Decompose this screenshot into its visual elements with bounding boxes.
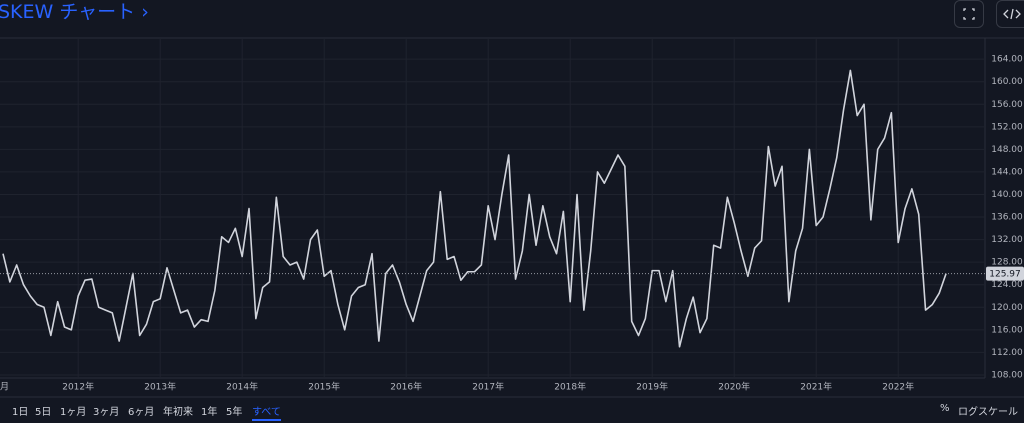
x-tick-label: 2014年 — [226, 381, 258, 393]
y-tick-label: 128.00 — [991, 258, 1023, 268]
x-tick-label: 2015年 — [308, 381, 340, 393]
range-button[interactable]: 1年 — [201, 407, 218, 418]
y-tick-label: 160.00 — [991, 77, 1023, 87]
fullscreen-button[interactable] — [954, 0, 984, 28]
y-tick-label: 164.00 — [991, 55, 1023, 65]
y-tick-label: 156.00 — [991, 100, 1023, 110]
x-tick-label: 2016年 — [390, 381, 422, 393]
x-tick-label: 2017年 — [472, 381, 504, 393]
x-tick-label: 月 — [0, 382, 9, 393]
fullscreen-icon — [963, 8, 975, 20]
x-tick-label: 2022年 — [882, 381, 914, 393]
range-button[interactable]: 1日 — [12, 407, 29, 418]
range-button[interactable]: 1ヶ月 — [60, 407, 87, 418]
range-button[interactable]: 3ヶ月 — [93, 407, 120, 418]
y-tick-label: 140.00 — [991, 190, 1023, 200]
range-button[interactable]: 5年 — [226, 407, 243, 418]
y-tick-label: 124.00 — [991, 280, 1023, 290]
y-tick-label: 148.00 — [991, 145, 1023, 155]
range-button[interactable]: 年初来 — [163, 407, 193, 418]
y-tick-label: 132.00 — [991, 235, 1023, 245]
embed-icon — [1003, 8, 1021, 20]
y-tick-label: 108.00 — [991, 370, 1023, 380]
x-tick-label: 2020年 — [718, 381, 750, 393]
range-button[interactable]: すべて — [252, 403, 281, 421]
y-tick-label: 152.00 — [991, 122, 1023, 132]
y-tick-label: 144.00 — [991, 167, 1023, 177]
x-tick-label: 2012年 — [62, 381, 94, 393]
x-tick-label: 2018年 — [554, 381, 586, 393]
toolbar: 1日 5日 1ヶ月 3ヶ月 6ヶ月 年初来 1年 5年 すべて% ログスケール — [0, 398, 1024, 423]
y-tick-label: 120.00 — [991, 303, 1023, 313]
range-button[interactable]: 6ヶ月 — [128, 407, 155, 418]
range-button[interactable]: 5日 — [35, 407, 52, 418]
x-tick-label: 2021年 — [800, 381, 832, 393]
x-tick-label: 2019年 — [636, 381, 668, 393]
y-tick-label: 112.00 — [991, 348, 1023, 358]
y-tick-label: 136.00 — [991, 213, 1023, 223]
y-tick-label: 116.00 — [991, 325, 1023, 335]
last-price-label: 125.97 — [989, 270, 1021, 280]
title[interactable]: SKEW チャート › — [0, 1, 149, 23]
price-line — [2, 69, 947, 348]
embed-button[interactable] — [996, 0, 1024, 28]
x-tick-label: 2013年 — [144, 381, 176, 393]
last-price-tag — [986, 266, 1024, 281]
scale-option[interactable]: ログスケール — [958, 407, 1018, 418]
scale-option[interactable]: % — [940, 403, 950, 414]
